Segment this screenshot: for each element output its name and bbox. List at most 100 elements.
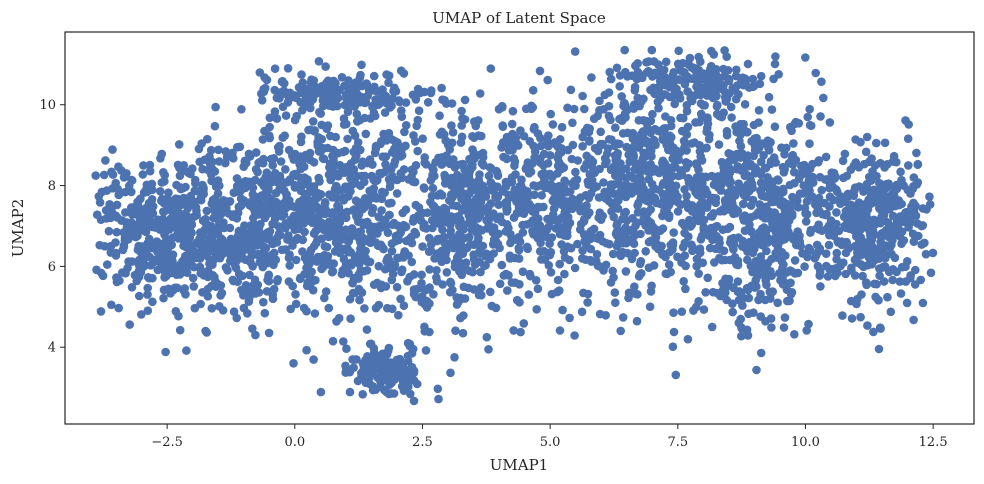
scatter-point: [266, 154, 276, 164]
scatter-point: [621, 67, 630, 77]
scatter-point: [869, 327, 878, 337]
scatter-point: [259, 154, 268, 164]
scatter-point: [428, 183, 438, 193]
scatter-point: [286, 304, 296, 314]
scatter-point: [692, 82, 701, 91]
scatter-point: [329, 259, 339, 268]
scatter-point: [365, 257, 375, 267]
scatter-point: [418, 242, 427, 251]
scatter-point: [410, 290, 419, 300]
scatter-point: [486, 199, 496, 208]
scatter-point: [748, 82, 758, 92]
scatter-point: [648, 109, 657, 119]
scatter-point: [652, 198, 661, 208]
scatter-point: [911, 211, 921, 220]
scatter-point: [366, 114, 375, 123]
scatter-point: [704, 231, 714, 240]
scatter-point: [343, 107, 353, 116]
scatter-point: [659, 65, 669, 75]
scatter-point: [579, 217, 589, 226]
scatter-point: [356, 145, 365, 155]
scatter-point: [179, 161, 189, 170]
scatter-point: [156, 187, 165, 196]
scatter-point: [658, 162, 667, 171]
scatter-point: [352, 109, 362, 119]
scatter-point: [563, 212, 573, 222]
scatter-point: [320, 293, 329, 303]
scatter-point: [785, 232, 795, 242]
scatter-point: [595, 96, 604, 106]
scatter-point: [189, 197, 199, 206]
scatter-point: [852, 221, 862, 230]
scatter-point: [440, 130, 449, 139]
scatter-point: [239, 196, 249, 205]
scatter-point: [771, 223, 781, 233]
scatter-point: [518, 220, 527, 230]
scatter-point: [521, 196, 531, 206]
scatter-point: [550, 139, 560, 149]
scatter-point: [731, 94, 741, 104]
scatter-point: [823, 272, 833, 281]
scatter-point: [672, 84, 681, 94]
scatter-point: [723, 66, 733, 75]
scatter-point: [341, 368, 351, 377]
scatter-point: [169, 285, 178, 295]
scatter-point: [786, 289, 796, 299]
scatter-point: [665, 78, 675, 87]
scatter-point: [465, 154, 474, 164]
scatter-point: [332, 193, 342, 203]
scatter-point: [886, 233, 895, 242]
scatter-point: [748, 195, 758, 205]
scatter-point: [189, 282, 199, 291]
scatter-point: [379, 222, 388, 231]
scatter-point: [238, 253, 247, 263]
scatter-point: [536, 158, 545, 167]
scatter-point: [452, 293, 462, 302]
scatter-point: [505, 254, 515, 263]
scatter-point: [422, 224, 431, 233]
scatter-point: [871, 292, 880, 302]
scatter-point: [703, 123, 712, 133]
scatter-point: [335, 218, 345, 227]
scatter-point: [557, 122, 567, 132]
scatter-point: [598, 192, 608, 201]
scatter-point: [252, 193, 262, 202]
scatter-point: [811, 68, 820, 78]
scatter-point: [326, 101, 335, 110]
scatter-point: [344, 268, 353, 278]
scatter-point: [225, 256, 235, 266]
scatter-point: [429, 208, 439, 217]
scatter-point: [509, 326, 518, 335]
scatter-point: [836, 261, 845, 271]
scatter-point: [909, 173, 919, 182]
scatter-point: [380, 264, 390, 274]
scatter-point: [631, 61, 640, 71]
scatter-point: [438, 225, 447, 235]
scatter-point: [618, 313, 628, 322]
scatter-point: [409, 396, 419, 406]
scatter-point: [97, 187, 107, 197]
scatter-point: [904, 120, 913, 129]
scatter-point: [866, 231, 875, 240]
scatter-point: [543, 75, 552, 85]
scatter-point: [346, 314, 355, 324]
scatter-point: [535, 202, 544, 212]
scatter-point: [876, 218, 885, 228]
scatter-point: [816, 282, 825, 291]
scatter-point: [335, 248, 345, 258]
scatter-point: [756, 289, 765, 299]
scatter-point: [740, 126, 750, 136]
scatter-point: [842, 171, 852, 181]
scatter-point: [344, 192, 353, 201]
scatter-point: [691, 66, 700, 75]
scatter-point: [392, 189, 402, 198]
scatter-point: [779, 323, 789, 332]
scatter-point: [508, 106, 518, 116]
scatter-point: [691, 91, 700, 100]
scatter-point: [497, 260, 507, 270]
scatter-point: [384, 199, 394, 208]
y-axis-ticks: 4 6 8 10: [39, 98, 65, 356]
scatter-point: [438, 95, 447, 104]
scatter-point: [102, 214, 111, 223]
scatter-point: [748, 74, 758, 84]
